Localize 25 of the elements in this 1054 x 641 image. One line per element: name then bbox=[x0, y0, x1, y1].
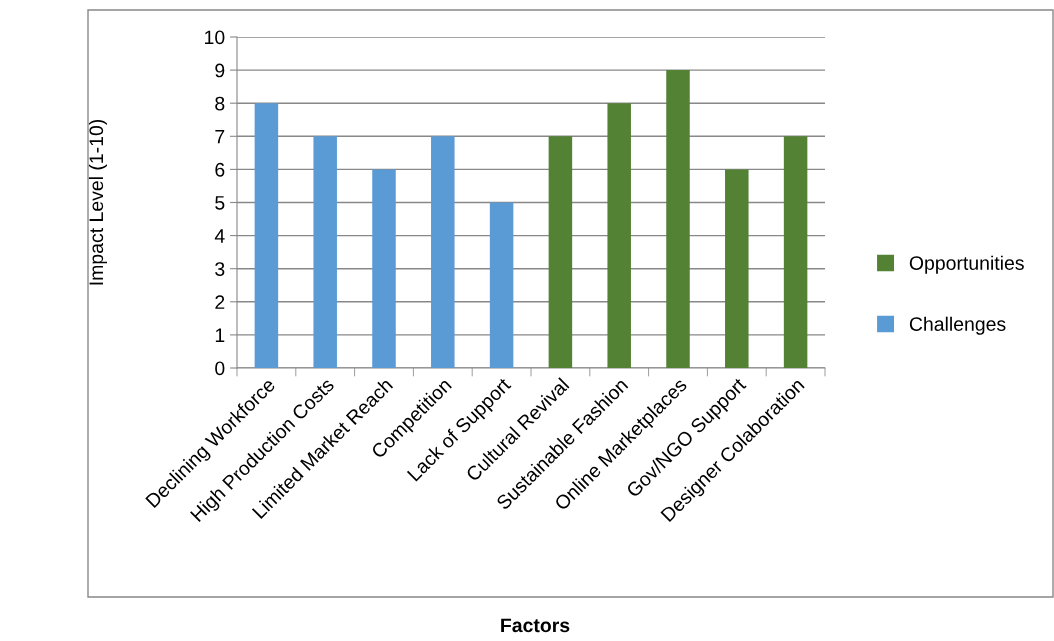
bar bbox=[313, 136, 337, 368]
y-tick-label: 7 bbox=[215, 129, 225, 144]
bar bbox=[489, 202, 514, 368]
legend-label: Challenges bbox=[909, 316, 1006, 335]
bar bbox=[666, 70, 690, 368]
bar bbox=[254, 103, 279, 368]
y-tick-label: 8 bbox=[215, 96, 225, 111]
bar bbox=[607, 103, 631, 368]
y-tick-label: 6 bbox=[215, 162, 225, 177]
y-tick-label: 3 bbox=[215, 262, 225, 276]
y-tick-label: 4 bbox=[214, 229, 225, 243]
bar bbox=[548, 136, 573, 368]
bar bbox=[372, 169, 396, 368]
y-tick-label: 5 bbox=[215, 196, 225, 210]
y-tick-label: 0 bbox=[215, 361, 225, 376]
y-axis-title: Impact Level (1-10) bbox=[88, 119, 107, 285]
y-tick-label: 10 bbox=[205, 30, 225, 45]
bar bbox=[431, 136, 455, 368]
bar bbox=[783, 136, 808, 368]
legend-label: Opportunities bbox=[909, 255, 1024, 274]
x-axis-title: Factors bbox=[501, 618, 570, 633]
bar bbox=[725, 169, 749, 368]
y-tick-label: 9 bbox=[215, 63, 225, 78]
y-tick-label: 1 bbox=[215, 328, 225, 342]
y-tick-label: 2 bbox=[215, 295, 225, 309]
